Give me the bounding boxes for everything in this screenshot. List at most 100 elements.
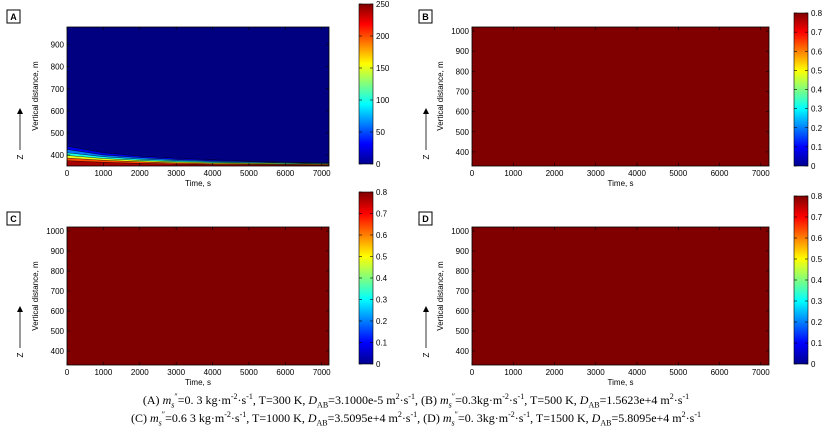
colorbar-tick-label: 0.2 bbox=[811, 124, 823, 133]
x-tick-label: 0 bbox=[65, 368, 70, 377]
panel-label: C bbox=[10, 214, 17, 224]
z-arrow-head bbox=[17, 306, 23, 312]
y-tick-label: 1000 bbox=[451, 27, 469, 36]
y-tick-label: 500 bbox=[51, 327, 65, 336]
caption-d-d-symbol: D bbox=[591, 411, 601, 425]
x-tick-label: 7000 bbox=[752, 169, 770, 178]
x-tick-label: 6000 bbox=[711, 169, 729, 178]
caption-b-unit-mid: ·s bbox=[508, 393, 518, 407]
z-axis-label: Z bbox=[16, 154, 25, 159]
colorbar-tick-label: 0.1 bbox=[811, 339, 823, 348]
x-tick-label: 0 bbox=[470, 368, 475, 377]
colorbar-tick-label: 0.7 bbox=[376, 210, 388, 219]
y-tick-label: 1000 bbox=[451, 227, 469, 236]
y-tick-label: 400 bbox=[51, 151, 65, 160]
colorbar-tick-label: 0.6 bbox=[376, 231, 388, 240]
heatmap-field bbox=[67, 27, 329, 166]
y-tick-label: 800 bbox=[51, 267, 65, 276]
z-axis-label: Z bbox=[16, 352, 25, 357]
x-tick-label: 3000 bbox=[587, 169, 605, 178]
y-tick-label: 600 bbox=[51, 307, 65, 316]
y-tick-label: 600 bbox=[456, 108, 470, 117]
y-tick-label: 700 bbox=[51, 287, 65, 296]
colorbar bbox=[358, 3, 374, 165]
y-tick-label: 700 bbox=[51, 85, 65, 94]
colorbar-tick-label: 100 bbox=[376, 96, 390, 105]
y-tick-label: 1000 bbox=[46, 227, 64, 236]
colorbar-tick-label: 200 bbox=[376, 32, 390, 41]
x-tick-label: 4000 bbox=[204, 368, 222, 377]
panel-D: D0 1000 2000 3000 4000 5000 6000 70004005006007… bbox=[418, 192, 823, 387]
x-axis-label: Time, s bbox=[185, 378, 211, 387]
colorbar-tick-label: 0.8 bbox=[811, 9, 823, 18]
caption-b-unit-exp2: -1 bbox=[517, 392, 525, 401]
axes-box bbox=[66, 26, 330, 167]
y-tick-label: 500 bbox=[456, 327, 470, 336]
colorbar-tick-label: 0.8 bbox=[376, 188, 388, 197]
caption-a-temperature: , T=300 K, bbox=[252, 393, 309, 407]
caption-d-sub: s bbox=[451, 418, 455, 428]
x-tick-label: 4000 bbox=[204, 169, 222, 178]
y-tick-label: 900 bbox=[51, 247, 65, 256]
caption-a-unit-exp1: -2 bbox=[230, 392, 238, 401]
x-tick-label: 2000 bbox=[546, 169, 564, 178]
panel-label: D bbox=[422, 214, 429, 224]
panel-C: C0 1000 2000 3000 4000 5000 6000 70004005006007… bbox=[6, 188, 388, 387]
contour-bands bbox=[67, 145, 329, 166]
caption-line-2: (C) ms″=0.6 3 kg·m-2·s-1, T=1000 K, DAB=… bbox=[0, 410, 832, 427]
y-tick-label: 600 bbox=[51, 107, 65, 116]
caption-a-label: (A) bbox=[142, 393, 163, 407]
y-tick-label: 900 bbox=[51, 41, 65, 50]
caption-a-d-value: =3.1000e-5 m bbox=[328, 393, 396, 407]
y-tick-label: 500 bbox=[51, 129, 65, 138]
caption-d-d-exp1: 2 bbox=[681, 410, 686, 419]
caption-c-d-symbol: D bbox=[307, 411, 317, 425]
caption-b-d-value: =1.5623e+4 m bbox=[599, 393, 670, 407]
panel-label: A bbox=[10, 12, 17, 22]
caption-c-d-exp1: 2 bbox=[397, 410, 402, 419]
x-tick-label: 4000 bbox=[628, 169, 646, 178]
colorbar-tick-label: 0.2 bbox=[376, 317, 388, 326]
panel-A: A0 1000 2000 3000 4000 5000 6000 70004005006007… bbox=[6, 0, 390, 188]
caption-d-unit-exp1: -2 bbox=[508, 410, 515, 419]
caption-a-sub: s bbox=[171, 400, 175, 410]
y-axis-label: Vertical distance, m bbox=[436, 261, 445, 331]
colorbar-tick-label: 150 bbox=[376, 64, 390, 73]
colorbar-tick-label: 0.3 bbox=[811, 297, 823, 306]
caption-c-unit-exp1: -2 bbox=[224, 410, 231, 419]
colorbar-tick-label: 0.5 bbox=[376, 253, 388, 262]
z-arrow-head bbox=[17, 108, 23, 114]
heatmap-field bbox=[472, 27, 769, 166]
caption-d-d-mid: ·s bbox=[685, 411, 695, 425]
caption-d-unit-mid: ·s bbox=[514, 411, 524, 425]
heatmap-field bbox=[472, 227, 769, 365]
x-tick-label: 5000 bbox=[240, 169, 258, 178]
x-tick-label: 6000 bbox=[276, 368, 294, 377]
panel-label-box bbox=[418, 9, 433, 24]
x-tick-label: 5000 bbox=[240, 368, 258, 377]
caption-c-d-value: =3.5095e+4 m bbox=[327, 411, 398, 425]
caption-d-symbol: m bbox=[442, 411, 452, 425]
colorbar-tick-label: 0 bbox=[376, 160, 381, 169]
x-tick-label: 7000 bbox=[313, 368, 331, 377]
caption-a-d-sub: AB bbox=[317, 400, 329, 410]
z-axis-label: Z bbox=[422, 352, 431, 357]
y-axis-label: Vertical distance, m bbox=[31, 61, 40, 131]
caption-d-sup: ″ bbox=[454, 410, 458, 419]
colorbar-tick-label: 0.1 bbox=[376, 339, 388, 348]
panel-label-box bbox=[418, 211, 433, 226]
x-tick-label: 7000 bbox=[313, 169, 331, 178]
axes-box bbox=[471, 26, 770, 167]
y-tick-label: 700 bbox=[456, 287, 470, 296]
y-tick-label: 900 bbox=[456, 247, 470, 256]
z-axis-label: Z bbox=[422, 154, 431, 159]
caption-a-sup: ″ bbox=[174, 392, 178, 401]
caption-c-unit-mid: ·s bbox=[230, 411, 240, 425]
caption-b-d-exp2: -1 bbox=[682, 392, 690, 401]
colorbar-tick-label: 0.7 bbox=[811, 213, 823, 222]
y-tick-label: 600 bbox=[456, 307, 470, 316]
caption-a-d-symbol: D bbox=[308, 393, 318, 407]
caption-a-unit-exp2: -1 bbox=[246, 392, 253, 401]
caption-c-d-sub: AB bbox=[316, 418, 328, 428]
caption-d-d-value: =5.8095e+4 m bbox=[611, 411, 682, 425]
